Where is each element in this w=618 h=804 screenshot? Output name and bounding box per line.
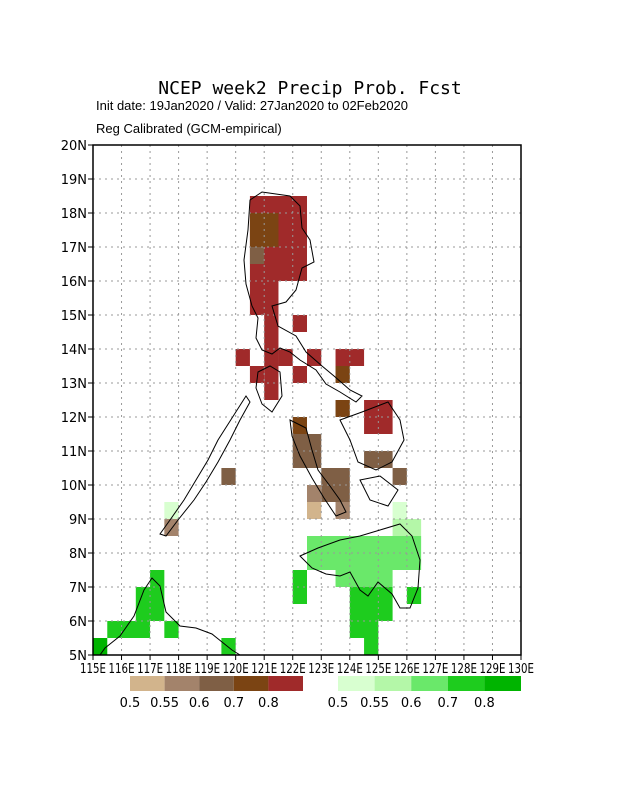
legend-swatch: [338, 676, 375, 691]
y-tick-label: 13N: [61, 377, 87, 392]
x-tick-label: 115E: [80, 662, 106, 677]
x-tick-label: 120E: [223, 662, 249, 677]
x-tick-label: 122E: [280, 662, 306, 677]
x-tick-label: 116E: [109, 662, 135, 677]
wet-cell: [392, 519, 422, 536]
legend-label: 0.6: [401, 696, 422, 711]
x-tick-label: 129E: [479, 662, 505, 677]
x-tick-label: 125E: [365, 662, 391, 677]
legend-swatch: [268, 676, 303, 691]
y-tick-label: 14N: [61, 343, 87, 358]
y-tick-label: 6N: [69, 615, 87, 630]
legend-swatch: [164, 676, 200, 691]
legend-swatch: [130, 676, 165, 691]
dry-cell: [335, 400, 350, 417]
dry-cell: [307, 502, 322, 519]
legend-swatch: [447, 676, 485, 691]
legend-swatch: [233, 676, 269, 691]
y-tick-label: 8N: [69, 547, 87, 562]
legend: 0.5 0.55 0.6 0.7 0.8 0.5 0.55 0.6 0.7 0.8: [120, 676, 521, 711]
wet-cell: [135, 587, 165, 621]
dry-cell: [335, 349, 365, 366]
x-tick-label: 118E: [166, 662, 192, 677]
dry-cell: [364, 451, 393, 468]
legend-label: 0.7: [223, 696, 244, 711]
wet-cell: [221, 638, 236, 655]
wet-cell: [364, 638, 379, 655]
coastline-luzon: [243, 191, 363, 403]
dry-cell: [221, 468, 236, 485]
dry-cell: [307, 485, 322, 502]
legend-label: 0.8: [474, 696, 495, 711]
legend-label: 0.5: [328, 696, 349, 711]
y-tick-label: 11N: [61, 445, 87, 460]
legend-label: 0.5: [120, 696, 141, 711]
x-tick-label: 127E: [422, 662, 448, 677]
coastline-borneo: [99, 577, 242, 656]
legend-label: 0.7: [437, 696, 458, 711]
note: Reg Calibrated (GCM-empirical): [96, 121, 282, 136]
coastline-mindoro: [255, 365, 283, 413]
x-tick-label: 128E: [451, 662, 477, 677]
wet-cell: [107, 621, 151, 638]
dry-cell: [335, 366, 350, 383]
dry-cell: [264, 315, 279, 400]
y-tick-label: 7N: [69, 581, 87, 596]
x-tick-label: 119E: [194, 662, 220, 677]
cells: [93, 196, 422, 655]
dry-cell: [392, 468, 407, 485]
wet-cell: [349, 621, 379, 638]
y-tick-label: 18N: [61, 207, 87, 222]
legend-swatch: [199, 676, 234, 691]
legend-label: 0.6: [189, 696, 210, 711]
legend-swatch: [374, 676, 412, 691]
dry-cell: [235, 349, 250, 366]
legend-label: 0.8: [258, 696, 279, 711]
wet-cell: [164, 621, 179, 638]
coastline-visayas: [289, 401, 405, 517]
dry-cell: [292, 417, 307, 434]
y-tick-label: 20N: [61, 139, 87, 154]
y-tick-label: 17N: [61, 241, 87, 256]
wet-cell: [292, 570, 307, 604]
chart-title: NCEP week2 Precip Prob. Fcst: [158, 78, 461, 99]
wet-cell: [392, 502, 407, 519]
wet-cell: [164, 502, 179, 519]
x-tick-label: 123E: [308, 662, 334, 677]
wet-cell: [93, 638, 108, 655]
legend-swatch: [484, 676, 521, 691]
dry-cell: [292, 366, 307, 383]
x-tick-label: 121E: [251, 662, 277, 677]
y-tick-label: 12N: [61, 411, 87, 426]
dry-cell: [278, 349, 293, 366]
legend-label: 0.55: [360, 696, 389, 711]
plot-frame: [92, 144, 522, 656]
subtitle: Init date: 19Jan2020 / Valid: 27Jan2020 …: [96, 98, 408, 113]
ticks: 5N 6N 7N 8N 9N 10N 11N 12N 13N 14N 15N 16N 17N 18N 19N…: [61, 139, 534, 677]
x-tick-label: 126E: [394, 662, 420, 677]
dry-cell: [292, 315, 307, 332]
coastline-palawan: [159, 395, 251, 537]
wet-cell: [150, 570, 165, 587]
y-tick-label: 10N: [61, 479, 87, 494]
dry-cell: [249, 247, 265, 264]
coastline-mindanao: [299, 523, 421, 609]
dry-cell: [249, 281, 279, 315]
y-tick-label: 5N: [69, 649, 87, 664]
y-tick-label: 16N: [61, 275, 87, 290]
legend-label: 0.55: [150, 696, 179, 711]
legend-swatch: [411, 676, 448, 691]
y-tick-label: 9N: [69, 513, 87, 528]
wet-cell: [349, 587, 393, 621]
coastline: [99, 191, 421, 656]
x-tick-label: 124E: [337, 662, 363, 677]
y-tick-label: 15N: [61, 309, 87, 324]
y-tick-label: 19N: [61, 173, 87, 188]
wet-cell: [335, 570, 393, 587]
x-tick-label: 130E: [508, 662, 534, 677]
wet-cell: [406, 587, 422, 604]
x-tick-label: 117E: [137, 662, 163, 677]
